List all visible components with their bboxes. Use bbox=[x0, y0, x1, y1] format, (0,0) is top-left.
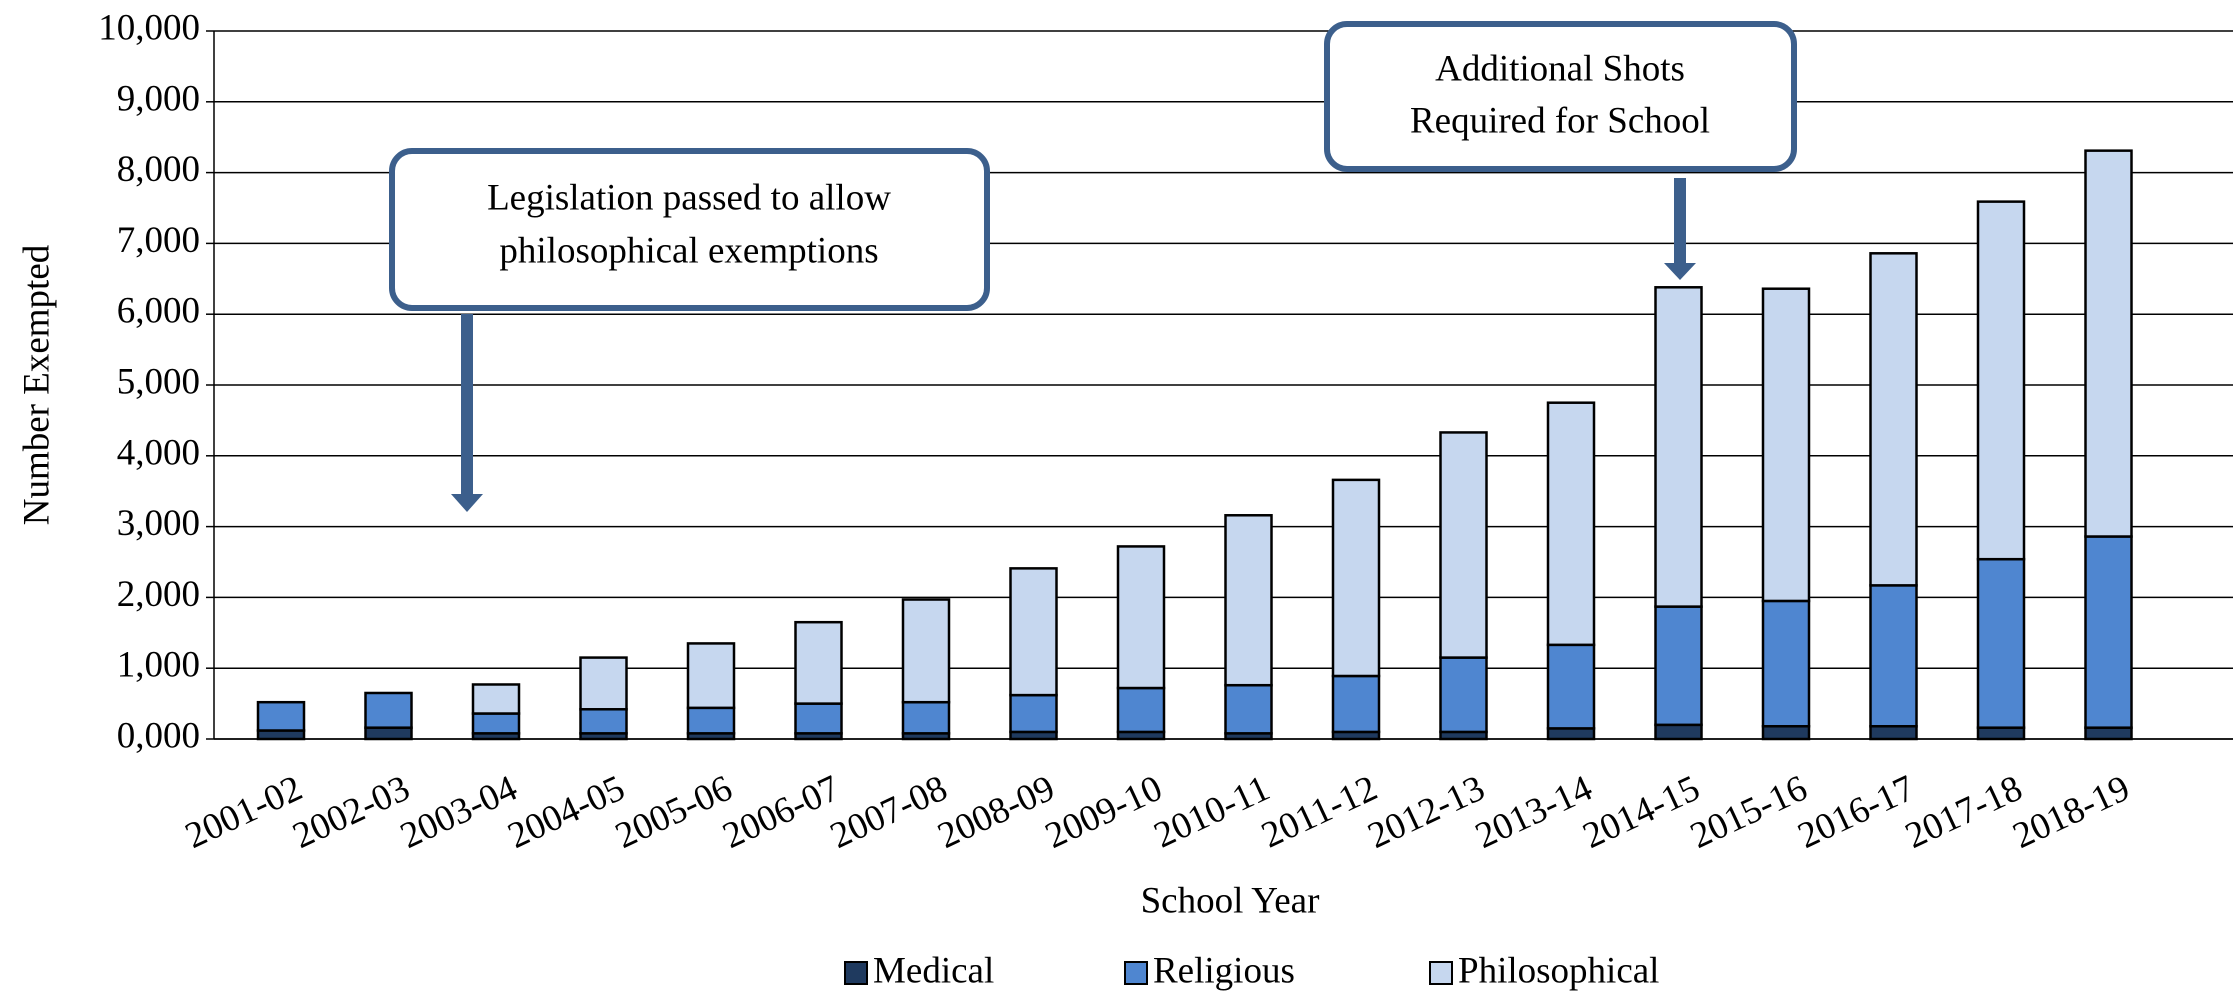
x-tick-label: 2006-07 bbox=[717, 768, 846, 857]
bar-segment bbox=[1439, 656, 1488, 734]
bar-segment bbox=[1546, 401, 1596, 647]
bar-segment bbox=[2084, 535, 2133, 729]
x-tick-label: 2008-09 bbox=[932, 768, 1061, 857]
bar-segment bbox=[1869, 725, 1918, 741]
x-tick-label: 2004-05 bbox=[502, 768, 631, 857]
bar-segment bbox=[1116, 545, 1166, 690]
arrow bbox=[1674, 178, 1686, 263]
bar-segment bbox=[2084, 149, 2133, 538]
x-tick-label: 2010-11 bbox=[1148, 768, 1276, 857]
bar-segment bbox=[1331, 478, 1381, 678]
bar-segment bbox=[1976, 726, 2026, 741]
bar-segment bbox=[1761, 599, 1811, 728]
bar-segment bbox=[686, 706, 736, 735]
y-tick-label: 4,000 bbox=[117, 432, 200, 473]
x-tick-label: 2009-10 bbox=[1039, 768, 1168, 857]
bar-segment bbox=[1761, 725, 1811, 741]
y-axis-title: Number Exempted bbox=[16, 244, 57, 525]
legend-label: Philosophical bbox=[1458, 950, 1659, 991]
x-tick-label: 2001-02 bbox=[179, 768, 308, 857]
y-tick-label: 5,000 bbox=[117, 361, 200, 402]
bar-segment bbox=[256, 700, 306, 732]
x-tick-label: 2007-08 bbox=[824, 768, 953, 857]
y-tick-label: 2,000 bbox=[117, 574, 200, 615]
bar-segment bbox=[794, 702, 843, 735]
bar-segment bbox=[1654, 723, 1703, 741]
bar-segment bbox=[686, 642, 736, 710]
bar-segment bbox=[364, 726, 413, 741]
annotation-box bbox=[389, 148, 990, 311]
y-tick-label: 6,000 bbox=[117, 291, 200, 332]
bar-segment bbox=[471, 712, 521, 735]
annotation-text: Required for School bbox=[1410, 100, 1710, 141]
y-tick-label: 3,000 bbox=[117, 503, 200, 544]
bar-segment bbox=[1654, 286, 1703, 608]
bar-segment bbox=[1654, 605, 1703, 727]
bar-segment bbox=[1224, 514, 1273, 687]
bar-segment bbox=[1976, 200, 2026, 561]
arrow bbox=[461, 314, 473, 494]
bar-segment bbox=[1331, 674, 1381, 734]
annotation: Additional Shots Required for School bbox=[1324, 21, 1797, 280]
bar-segment bbox=[1116, 686, 1166, 734]
legend-label: Medical bbox=[873, 950, 994, 991]
bar-segment bbox=[1224, 683, 1273, 735]
bar-segment bbox=[1869, 252, 1918, 587]
y-tick-label: 8,000 bbox=[117, 149, 200, 190]
x-tick-label: 2014-15 bbox=[1577, 768, 1706, 857]
x-tick-label: 2015-16 bbox=[1684, 768, 1813, 857]
x-axis-title: School Year bbox=[1141, 880, 1320, 921]
bar-segment bbox=[1761, 287, 1811, 603]
x-tick-label: 2005-06 bbox=[609, 768, 738, 857]
x-tick-label: 2002-03 bbox=[287, 768, 416, 857]
bar-segment bbox=[901, 700, 951, 735]
y-tick-label: 7,000 bbox=[117, 220, 200, 261]
annotation-text: Legislation passed to allow bbox=[487, 177, 891, 218]
legend-label: Religious bbox=[1153, 950, 1295, 991]
bar-segment bbox=[1546, 727, 1596, 741]
annotation: Legislation passed to allow philosophica… bbox=[389, 148, 990, 512]
bar-segment bbox=[794, 620, 843, 705]
annotation-text: philosophical exemptions bbox=[499, 230, 878, 271]
x-tick-label: 2012-13 bbox=[1362, 768, 1491, 857]
x-tick-label: 2016-17 bbox=[1792, 768, 1921, 857]
x-tick-label: 2003-04 bbox=[394, 768, 523, 857]
arrow-head bbox=[1664, 263, 1696, 280]
legend-swatch bbox=[844, 961, 868, 985]
bar-segment bbox=[1546, 643, 1596, 730]
bar-segment bbox=[471, 683, 521, 715]
annotation-text: Additional Shots bbox=[1435, 48, 1685, 89]
bar-segment bbox=[1009, 693, 1058, 734]
bar-segment bbox=[901, 598, 951, 704]
bar-segment bbox=[256, 729, 306, 741]
bar-segment bbox=[579, 708, 628, 735]
bar-segment bbox=[579, 656, 628, 711]
bar-segment bbox=[1976, 557, 2026, 729]
annotation-box bbox=[1324, 21, 1797, 172]
y-tick-label: 1,000 bbox=[117, 645, 200, 686]
x-tick-label: 2013-14 bbox=[1469, 768, 1598, 857]
legend-swatch bbox=[1124, 961, 1148, 985]
bar-segment bbox=[1869, 584, 1918, 728]
bar-segment bbox=[2084, 726, 2133, 741]
y-tick-label: 0,000 bbox=[117, 715, 200, 756]
bar-segment bbox=[364, 691, 413, 729]
bar-segment bbox=[1009, 567, 1058, 697]
legend-swatch bbox=[1429, 961, 1453, 985]
x-tick-label: 2017-18 bbox=[1899, 768, 2028, 857]
arrow-head bbox=[451, 494, 483, 512]
x-tick-label: 2011-12 bbox=[1256, 768, 1384, 857]
x-tick-label: 2018-19 bbox=[2007, 768, 2136, 857]
y-tick-label: 9,000 bbox=[117, 78, 200, 119]
bar-segment bbox=[1439, 431, 1488, 659]
y-tick-label: 10,000 bbox=[98, 7, 200, 48]
